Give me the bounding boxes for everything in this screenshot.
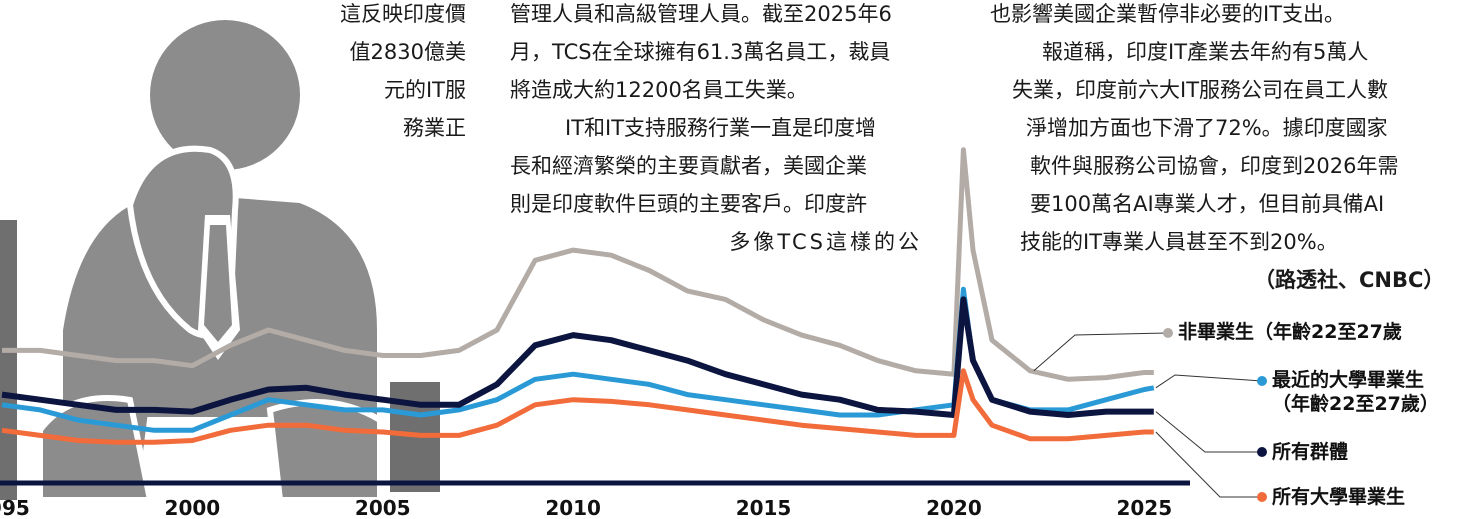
- article-line: IT和IT支持服務行業一直是印度增: [565, 116, 877, 140]
- legend-label: 最近的大學畢業生 （年齡22至27歲）: [1272, 369, 1439, 415]
- article-line: （路透社、CNBC）: [1254, 268, 1445, 292]
- article-line: 軟件與服務公司協會，印度到2026年需: [1030, 154, 1399, 178]
- legend-connector: [1033, 332, 1169, 372]
- x-tick-label: 2000: [165, 496, 221, 519]
- x-tick-label: 2020: [926, 496, 982, 519]
- article-line: 這反映印度價: [340, 2, 466, 26]
- legend-marker: [1257, 376, 1267, 386]
- article-line: 也影響美國企業暫停非必要的IT支出。: [990, 2, 1346, 26]
- article-line: 值2830億美: [349, 40, 466, 64]
- legend-label: 所有群體: [1272, 441, 1349, 463]
- article-line: 元的IT服: [383, 78, 466, 102]
- legend-marker: [1257, 492, 1267, 502]
- article-line: 多像TCS這樣的公: [729, 230, 922, 254]
- article-line: 管理人員和高級管理人員。截至2025年6: [510, 2, 892, 26]
- article-line: 月，TCS在全球擁有61.3萬名員工，裁員: [510, 40, 891, 64]
- article-line: 淨增加方面也下滑了72%。據印度國家: [1026, 116, 1388, 140]
- legend-marker: [1257, 447, 1267, 457]
- article-line: 技能的IT專業人員甚至不到20%。: [1020, 230, 1338, 254]
- x-tick-label: 2025: [1116, 496, 1172, 519]
- legend-connector: [1155, 374, 1263, 389]
- x-tick-label: 1995: [0, 496, 30, 519]
- article-line: 報道稱，印度IT產業去年約有5萬人: [1042, 40, 1369, 64]
- article-line: 失業，印度前六大IT服務公司在員工人數: [1012, 78, 1389, 102]
- series-line: [1, 368, 1154, 445]
- article-line: 則是印度軟件巨頭的主要客戶。印度許: [510, 192, 867, 216]
- x-tick-label: 2005: [355, 496, 411, 519]
- legend-label: 所有大學畢業生: [1272, 486, 1406, 508]
- legend-connector: [1155, 431, 1262, 498]
- legend-label: 非畢業生（年齡22至27歲: [1178, 321, 1402, 343]
- legend-connector: [1155, 411, 1262, 453]
- article-line: 長和經濟繁榮的主要貢獻者，美國企業: [510, 154, 867, 178]
- series-line: [1, 296, 1154, 418]
- series-line: [2, 147, 1154, 382]
- article-line: 要100萬名AI專業人才，但目前具備AI: [1030, 192, 1385, 216]
- legend-marker: [1163, 328, 1173, 338]
- article-line: 務業正: [403, 116, 466, 140]
- article-line: 將造成大約12200名員工失業。: [510, 78, 808, 102]
- x-tick-label: 2015: [736, 496, 792, 519]
- figure-illustration: [0, 14, 440, 503]
- x-tick-label: 2010: [545, 496, 601, 519]
